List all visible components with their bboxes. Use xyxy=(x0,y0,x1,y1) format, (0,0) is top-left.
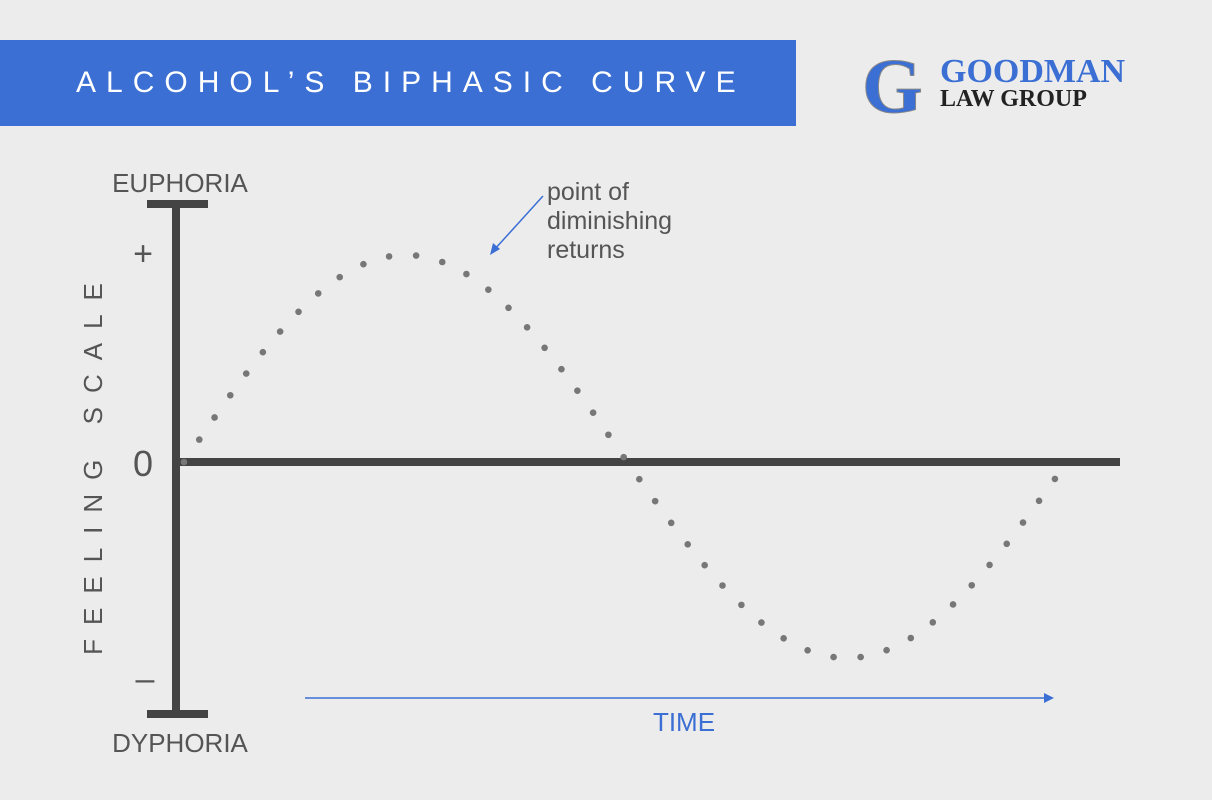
dot xyxy=(242,370,250,377)
dot xyxy=(485,286,492,294)
annotation-line: diminishing xyxy=(547,207,672,235)
plus-label: + xyxy=(133,235,153,273)
dot xyxy=(949,601,957,608)
header-bar xyxy=(0,40,796,126)
dot xyxy=(667,519,675,527)
dot xyxy=(684,541,692,548)
logo-name: GOODMAN xyxy=(940,53,1126,90)
dot xyxy=(968,581,976,589)
dot xyxy=(360,260,367,268)
dot xyxy=(907,634,915,642)
dot xyxy=(830,653,837,661)
x-axis-label: TIME xyxy=(653,707,715,737)
dot xyxy=(738,601,745,609)
dot xyxy=(1051,475,1059,483)
dot xyxy=(558,365,565,373)
dot xyxy=(195,436,203,443)
dot xyxy=(295,308,302,316)
time-arrow-head xyxy=(1044,693,1054,703)
dot xyxy=(620,453,627,461)
dot xyxy=(857,653,864,661)
dot xyxy=(883,646,890,654)
dot xyxy=(701,561,708,569)
dot xyxy=(211,414,218,421)
dot xyxy=(226,391,234,399)
logo-initial: G xyxy=(862,42,923,129)
dot xyxy=(929,619,937,626)
annotation-line: returns xyxy=(547,236,625,264)
dot xyxy=(1019,519,1027,526)
dot xyxy=(719,582,726,589)
dot xyxy=(276,328,284,335)
dot xyxy=(758,619,765,626)
dot xyxy=(438,258,446,266)
annotation-line: point of xyxy=(547,178,629,206)
dot xyxy=(412,252,420,259)
y-axis-label: FEELING SCALE xyxy=(78,269,108,655)
top-label: EUPHORIA xyxy=(112,168,248,198)
dot xyxy=(804,647,811,654)
dot xyxy=(523,324,531,331)
dot xyxy=(651,497,659,505)
dot xyxy=(986,561,993,569)
bottom-label: DYPHORIA xyxy=(112,728,248,758)
dot xyxy=(180,458,188,466)
zero-label: 0 xyxy=(133,443,153,484)
dot xyxy=(505,304,512,312)
dot xyxy=(605,431,612,439)
header-title: ALCOHOL’S BIPHASIC CURVE xyxy=(76,66,746,99)
dot xyxy=(589,409,597,417)
dot xyxy=(385,253,393,260)
dot xyxy=(574,387,581,394)
annotation-arrow xyxy=(493,195,544,251)
dot xyxy=(780,634,787,642)
dot xyxy=(463,270,470,278)
dot xyxy=(259,348,267,356)
dot xyxy=(541,344,548,352)
dot xyxy=(1035,497,1043,505)
minus-label: – xyxy=(136,660,155,698)
dot xyxy=(336,273,344,281)
annotation-arrow-head xyxy=(490,243,500,255)
dot xyxy=(1003,540,1011,548)
labels: EUPHORIA DYPHORIA + 0 – FEELING SCALE po… xyxy=(78,168,672,758)
curve xyxy=(180,252,1059,661)
dot xyxy=(636,475,643,483)
logo-subtitle: LAW GROUP xyxy=(940,86,1087,112)
dot xyxy=(314,290,322,297)
